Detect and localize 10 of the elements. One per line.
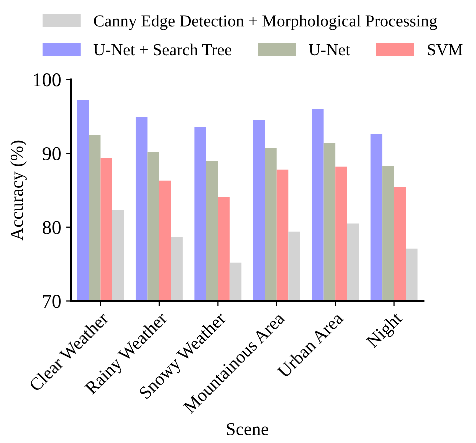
y-tick-label: 100 [34,74,61,87]
legend-label: Canny Edge Detection + Morphological Processing [94,15,438,30]
legend-label: U-Net + Search Tree [94,44,232,56]
legend-label: SVM [428,44,463,56]
y-tick-label: 90 [42,147,61,161]
x-axis-title: Scene [227,423,268,436]
y-tick-label: 70 [44,295,61,308]
legend-label: U-Net [309,44,350,56]
y-axis-title: Accuracy (%) [10,140,27,241]
y-tick-label: 80 [42,221,61,234]
